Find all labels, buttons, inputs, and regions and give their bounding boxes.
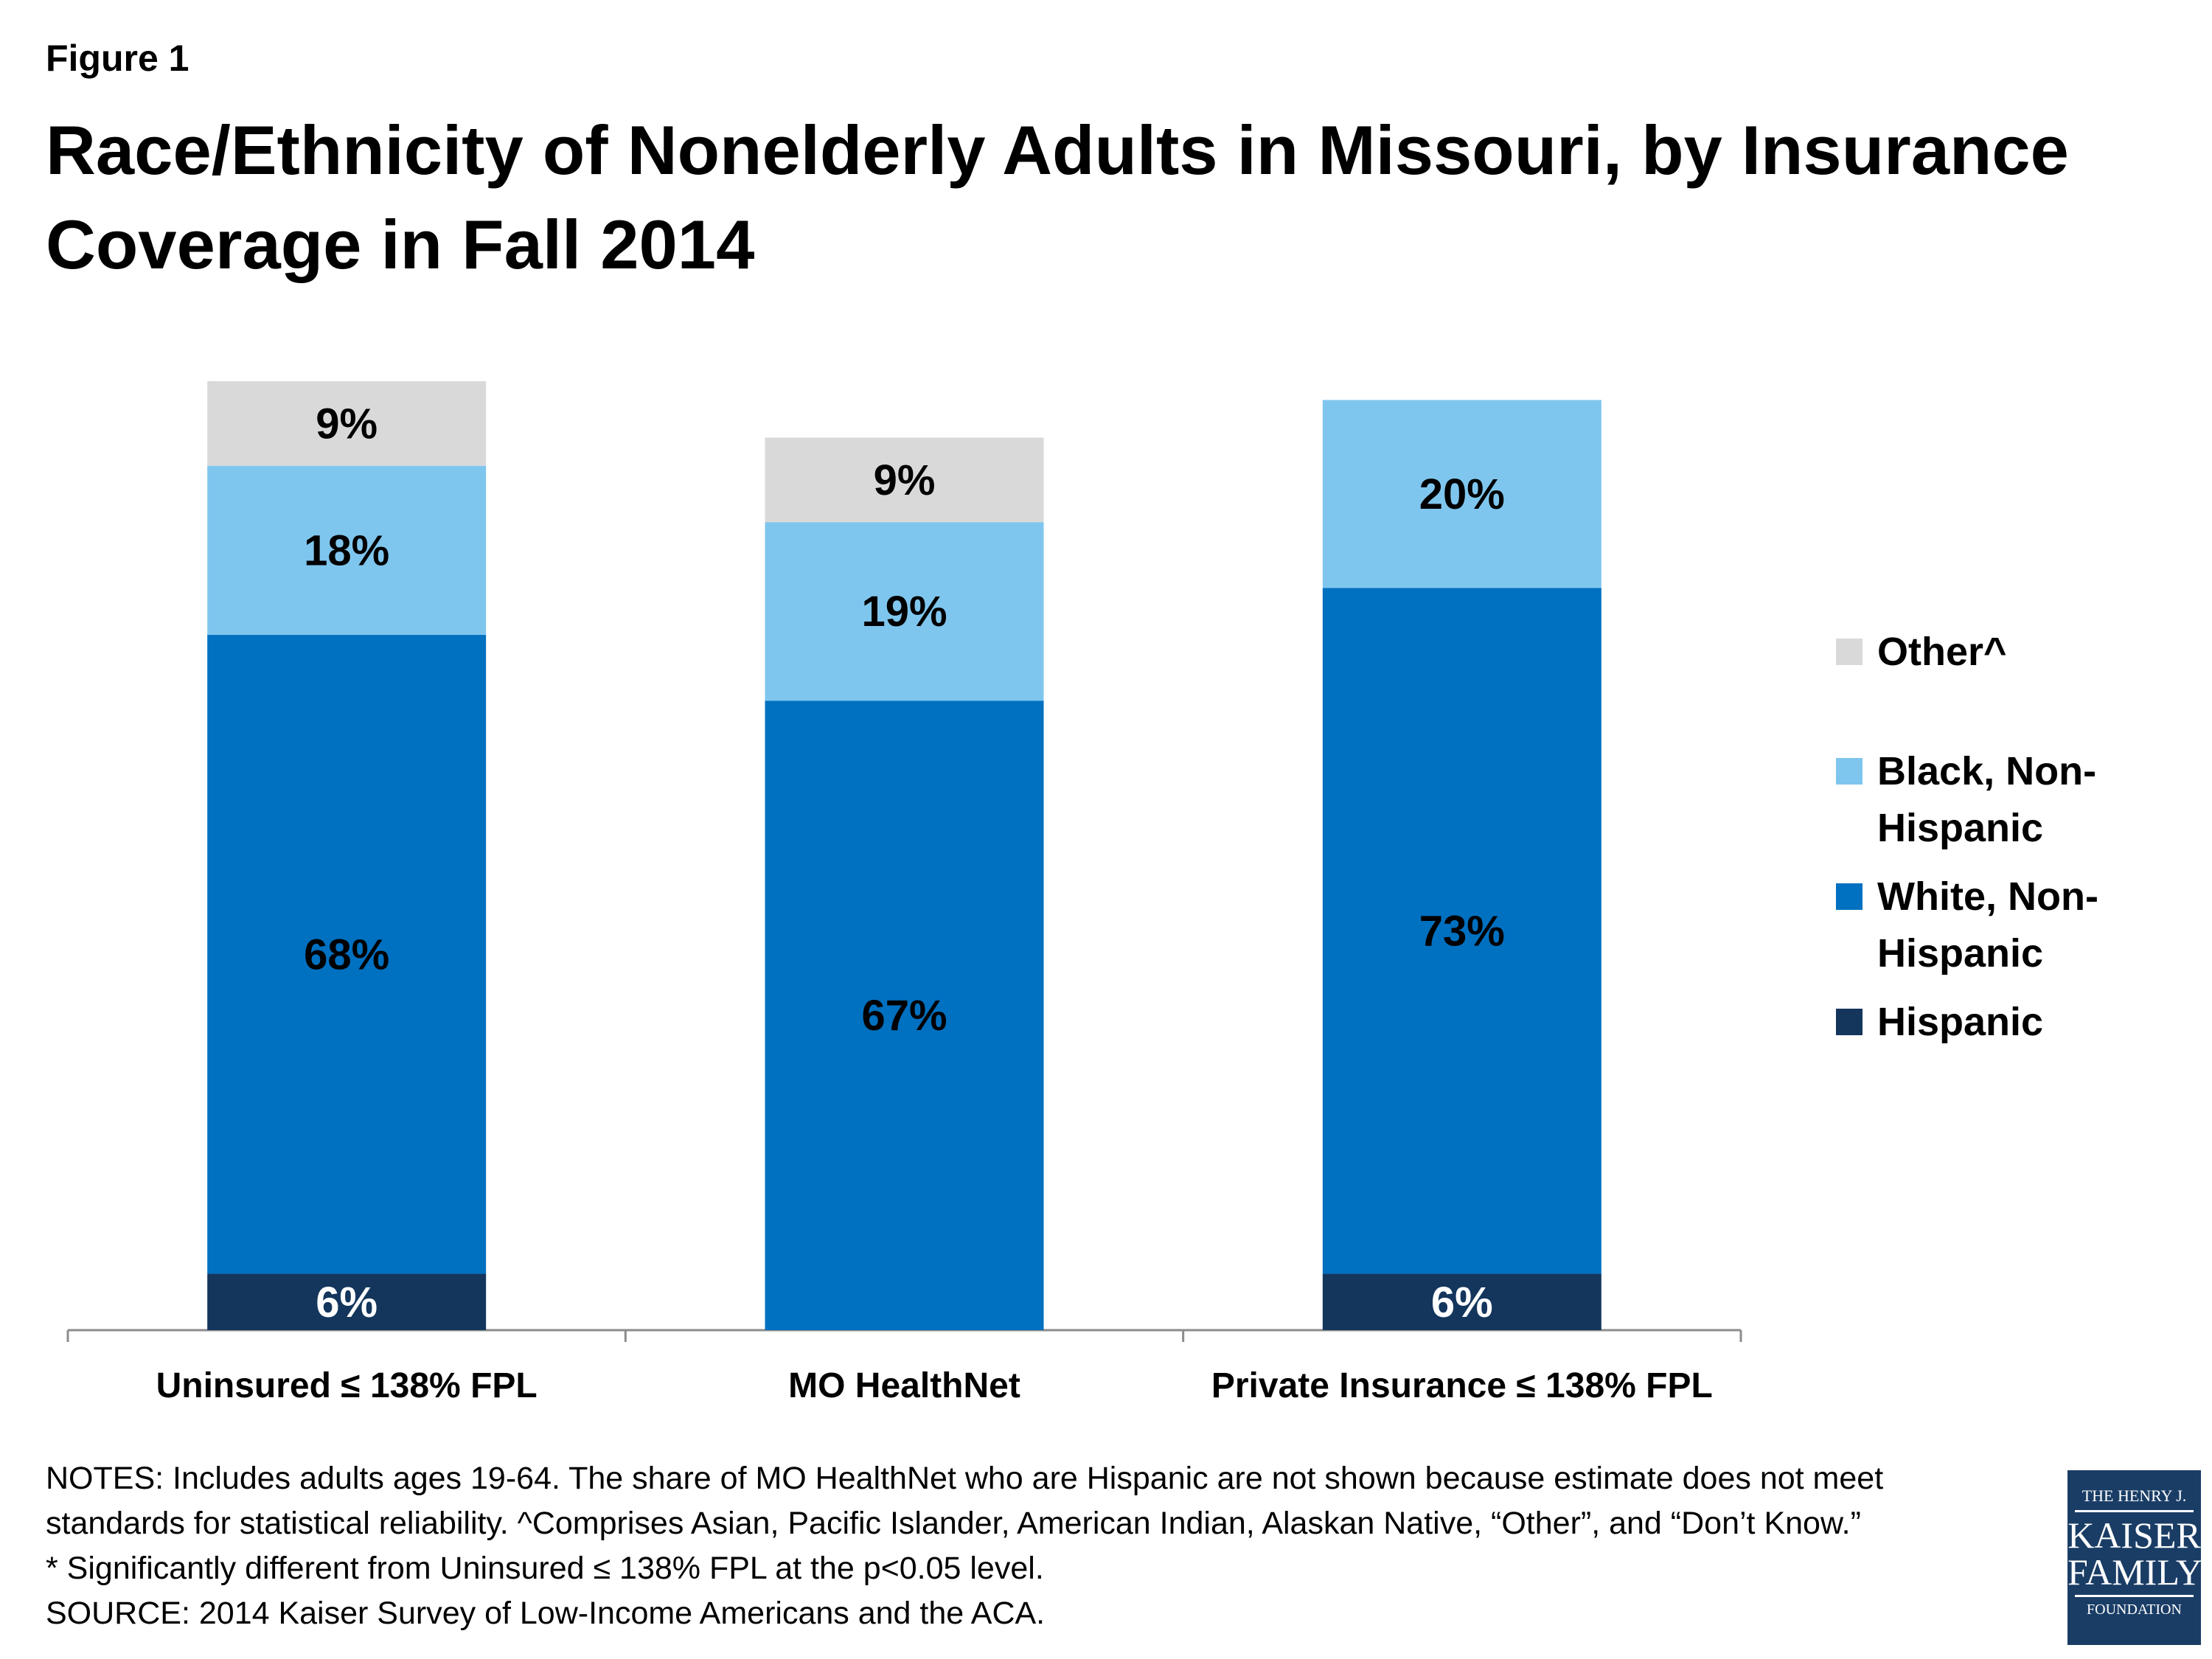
note-line: * Significantly different from Uninsured… (46, 1551, 1044, 1586)
legend-label: Hispanic (1877, 1000, 2043, 1044)
bar-segment (765, 522, 1044, 701)
legend-label: Hispanic (1877, 931, 2043, 975)
legend-swatch (1836, 639, 1863, 665)
legend-label: Hispanic (1877, 806, 2043, 850)
data-label: 67% (861, 992, 947, 1040)
category-label: MO HealthNet (788, 1366, 1020, 1405)
bar-segment (1322, 400, 1601, 588)
legend-swatch (1836, 758, 1863, 785)
legend-label: Black, Non- (1877, 749, 2096, 793)
bar-segment (1322, 1273, 1601, 1330)
bar-segment (765, 437, 1044, 523)
legend-swatch (1836, 883, 1863, 910)
data-label: 18% (304, 526, 389, 574)
bar-segment (207, 635, 487, 1274)
legend-swatch (1836, 1009, 1863, 1035)
note-line: SOURCE: 2014 Kaiser Survey of Low-Income… (46, 1596, 1046, 1631)
chart-title: Race/Ethnicity of Nonelderly Adults in M… (46, 111, 2069, 283)
category-label: Private Insurance ≤ 138% FPL (1211, 1366, 1713, 1405)
category-label: Uninsured ≤ 138% FPL (156, 1366, 538, 1405)
bar-segment (207, 465, 487, 636)
data-label: 6% (316, 1279, 378, 1326)
legend-label: Other^ (1877, 630, 2007, 674)
kaiser-family-foundation-logo: THE HENRY J. KAISER FAMILY FOUNDATION (2067, 1470, 2202, 1645)
notes: NOTES: Includes adults ages 19-64. The s… (46, 1456, 2051, 1636)
note-line: standards for statistical reliability. ^… (46, 1506, 1861, 1541)
note-line: NOTES: Includes adults ages 19-64. The s… (46, 1461, 1884, 1496)
bar-segment (765, 700, 1044, 1330)
data-label: 6% (1431, 1279, 1493, 1326)
data-label: 73% (1419, 907, 1505, 955)
data-label: 9% (316, 400, 378, 448)
data-label: 9% (874, 456, 936, 504)
bar-segment (1322, 588, 1601, 1274)
legend-label: White, Non- (1877, 874, 2098, 919)
data-label: 68% (304, 931, 389, 978)
data-label: 20% (1419, 470, 1505, 518)
figure-label: Figure 1 (46, 38, 189, 79)
bar-segment (207, 1273, 487, 1330)
data-label: 19% (861, 588, 947, 636)
bar-segment (207, 381, 487, 466)
